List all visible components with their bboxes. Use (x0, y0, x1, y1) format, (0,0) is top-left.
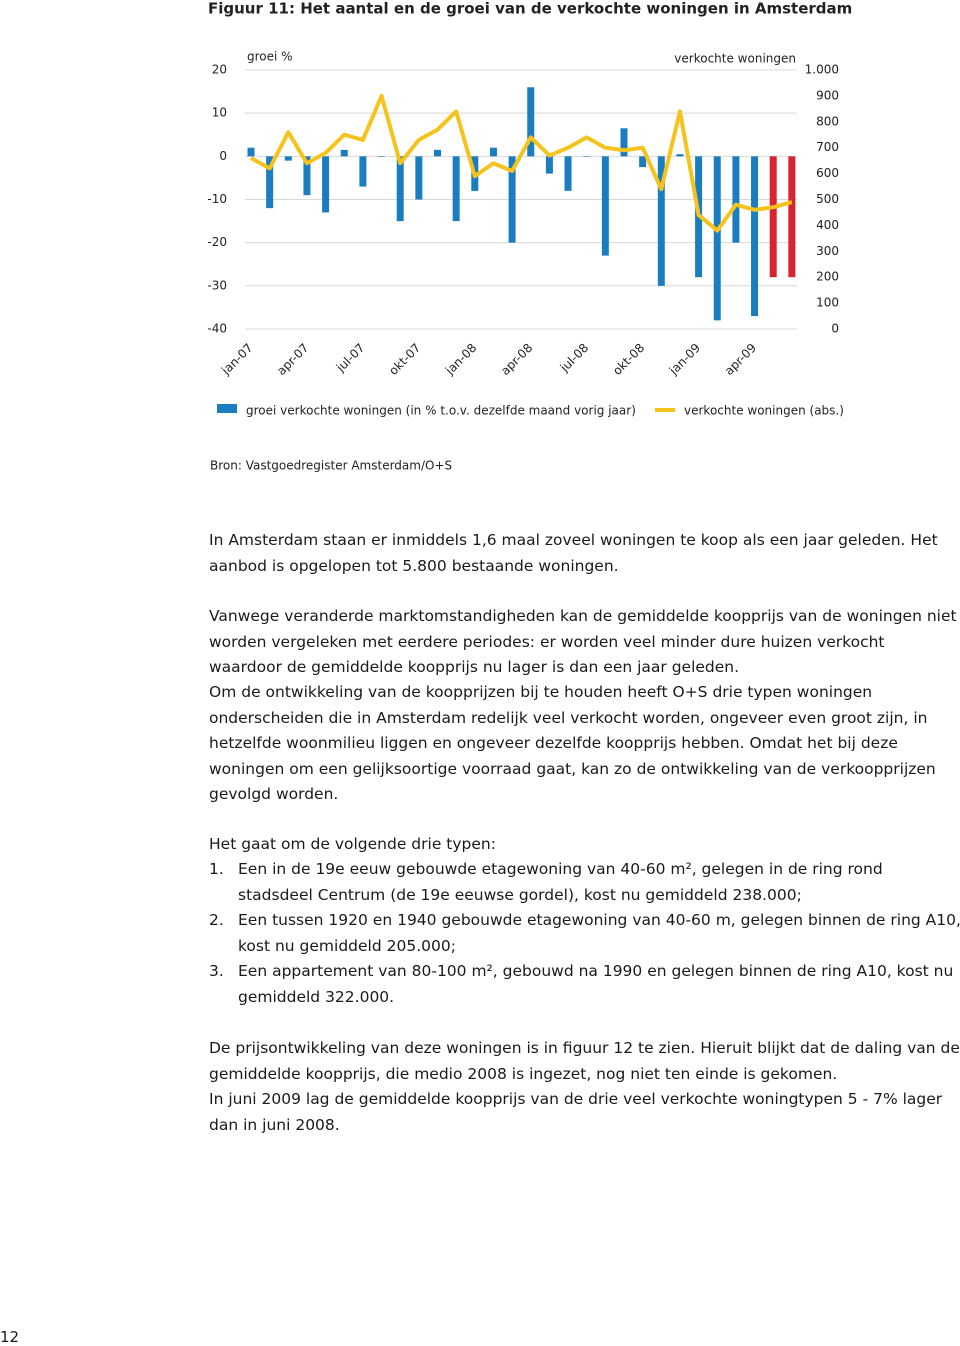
y2-tick-label: 400 (816, 218, 839, 232)
paragraph: In juni 2009 lag de gemiddelde koopprijs… (209, 1090, 943, 1134)
bar (284, 156, 292, 161)
legend-swatch (217, 404, 237, 413)
y-tick-label: 10 (212, 106, 227, 120)
legend-label: groei verkochte woningen (in % t.o.v. de… (246, 404, 636, 418)
y-tick-label: -20 (207, 235, 227, 249)
bar (769, 156, 777, 278)
y2-tick-label: 200 (816, 270, 839, 284)
bar (378, 156, 386, 157)
x-tick-label: jan-09 (666, 341, 703, 378)
list-item: 2. Een tussen 1920 en 1940 gebouwde etage… (209, 908, 960, 959)
bar (751, 156, 759, 317)
line (250, 93, 793, 233)
list-item: 1. Een in de 19e eeuw gebouwde etagewonin… (209, 857, 960, 908)
bar (489, 147, 497, 157)
page-number: 12 (0, 1328, 20, 1346)
y2-tick-label: 1.000 (805, 63, 839, 77)
x-tick-label: jul-08 (557, 341, 592, 376)
y2-tick-label: 800 (816, 114, 839, 128)
bar (415, 156, 423, 200)
bar (545, 156, 553, 174)
list-item: 3. Een appartement van 80-100 m², gebouwd… (209, 959, 960, 1010)
bar (527, 87, 535, 157)
bar (322, 156, 330, 213)
list-text: Een appartement van 80-100 m², gebouwd n… (238, 962, 954, 1006)
bar (583, 156, 591, 157)
x-tick-label: apr-09 (722, 341, 759, 378)
x-tick-label: jan-07 (218, 341, 255, 378)
y2-axis-label: verkochte woningen (674, 52, 796, 66)
paragraph: De prijsontwikkeling van deze woningen i… (209, 1039, 960, 1083)
paragraph: In Amsterdam staan er inmiddels 1,6 maal… (209, 531, 938, 575)
bar (657, 156, 665, 286)
y-tick-label: -30 (207, 278, 227, 292)
paragraph: Om de ontwikkeling van de koopprijzen bi… (209, 683, 936, 804)
bar (788, 156, 796, 278)
bar (247, 147, 255, 157)
list-text: Een in de 19e eeuw gebouwde etagewoning … (238, 860, 883, 904)
y2-tick-label: 300 (816, 244, 839, 258)
x-tick-label: apr-07 (274, 341, 311, 378)
bar (452, 156, 460, 222)
bar (303, 156, 311, 196)
list-number: 3. (209, 962, 224, 980)
bar (396, 156, 404, 222)
x-tick-label: okt-08 (610, 341, 647, 378)
y-axis-label: groei % (247, 50, 293, 64)
x-tick-label: jul-07 (333, 341, 368, 376)
list-number: 1. (209, 860, 224, 878)
y2-tick-label: 600 (816, 166, 839, 180)
source: Bron: Vastgoedregister Amsterdam/O+S (210, 459, 452, 473)
y2-tick-label: 0 (831, 322, 839, 336)
y-tick-label: -40 (207, 322, 227, 336)
bar (564, 156, 572, 191)
bar (266, 156, 274, 209)
y-tick-label: 20 (212, 63, 227, 77)
legend-label: verkochte woningen (abs.) (684, 404, 844, 418)
list-number: 2. (209, 911, 224, 929)
list-text: Een tussen 1920 en 1940 gebouwde etagewo… (238, 911, 960, 955)
bar (340, 149, 348, 157)
paragraph: Vanwege veranderde marktomstandigheden k… (209, 607, 957, 677)
bar (508, 156, 516, 243)
bar (713, 156, 721, 321)
bar (434, 149, 441, 157)
bar (676, 154, 684, 157)
y-tick-label: -10 (207, 192, 227, 206)
y2-tick-label: 700 (816, 140, 839, 154)
x-tick-label: apr-08 (498, 341, 535, 378)
y-tick-label: 0 (219, 149, 227, 163)
figure-title: Figuur 11: Het aantal en de groei van de… (208, 0, 852, 18)
bar (732, 156, 740, 243)
bar (620, 128, 628, 157)
y2-tick-label: 500 (816, 192, 839, 206)
bar (601, 156, 609, 256)
bar (639, 156, 647, 168)
y2-tick-label: 900 (816, 88, 839, 102)
x-tick-label: okt-07 (386, 341, 423, 378)
list-intro: Het gaat om de volgende drie typen: (209, 835, 496, 853)
x-tick-label: jan-08 (442, 341, 479, 378)
figure: Figuur 11: Het aantal en de groei van de… (207, 0, 852, 473)
bar (359, 156, 367, 187)
y2-tick-label: 100 (816, 296, 839, 310)
